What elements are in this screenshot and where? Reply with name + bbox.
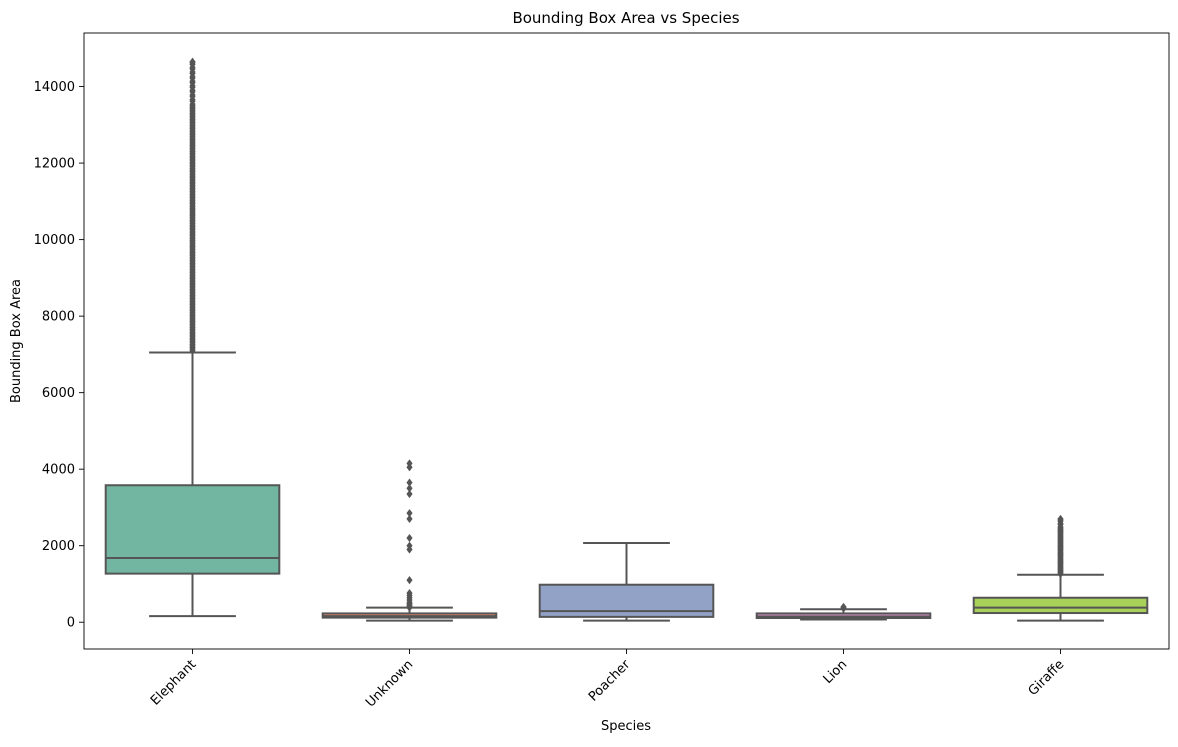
y-tick-label: 4000 bbox=[42, 463, 75, 478]
x-tick-label: Lion bbox=[821, 657, 851, 687]
y-tick-label: 2000 bbox=[42, 539, 75, 554]
outlier-point bbox=[840, 602, 847, 612]
outlier-point bbox=[406, 576, 413, 585]
x-tick-label: Poacher bbox=[586, 657, 634, 705]
box-group-unknown bbox=[321, 459, 498, 622]
x-tick-label: Unknown bbox=[363, 657, 416, 710]
chart-title: Bounding Box Area vs Species bbox=[512, 9, 739, 27]
outlier-point bbox=[1057, 514, 1064, 524]
outlier-point bbox=[406, 589, 413, 598]
box-iqr bbox=[972, 596, 1149, 615]
y-tick-label: 10000 bbox=[34, 233, 75, 248]
box-iqr bbox=[104, 484, 281, 575]
outlier-point bbox=[406, 533, 413, 543]
outlier-point bbox=[406, 478, 413, 487]
y-axis: 0 2000 4000 6000 8000 10000 12000 14000 bbox=[34, 80, 84, 631]
outlier-point bbox=[406, 484, 413, 493]
outlier-point bbox=[406, 541, 413, 550]
y-tick-label: 0 bbox=[67, 616, 75, 631]
box-group-poacher bbox=[538, 542, 715, 622]
outlier-point bbox=[189, 57, 196, 66]
outlier-point bbox=[406, 514, 413, 524]
outlier-point bbox=[406, 489, 413, 499]
outlier-point bbox=[406, 509, 413, 518]
x-tick-label: Giraffe bbox=[1026, 657, 1068, 699]
box-group-giraffe bbox=[972, 514, 1149, 622]
y-axis-label: Bounding Box Area bbox=[9, 279, 24, 403]
x-tick-label: Elephant bbox=[148, 657, 199, 708]
y-tick-label: 6000 bbox=[42, 386, 75, 401]
x-axis-label: Species bbox=[601, 719, 651, 734]
x-axis: Elephant Unknown Poacher Lion Giraffe bbox=[148, 649, 1067, 711]
outlier-point bbox=[406, 459, 413, 468]
y-tick-label: 12000 bbox=[34, 157, 75, 172]
box-group-elephant bbox=[104, 57, 281, 618]
y-tick-label: 8000 bbox=[42, 310, 75, 325]
y-tick-label: 14000 bbox=[34, 80, 75, 95]
plot-layer bbox=[104, 57, 1149, 622]
box-group-lion bbox=[755, 602, 932, 621]
